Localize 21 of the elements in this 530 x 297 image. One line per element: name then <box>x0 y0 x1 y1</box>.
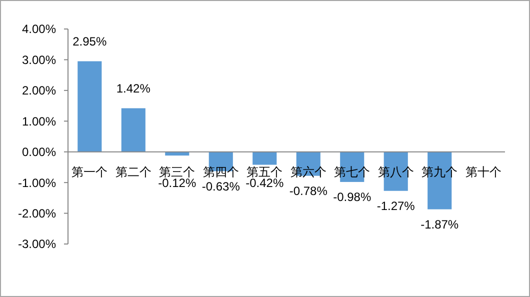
data-label: -0.63% <box>202 179 240 194</box>
y-tick-label: 2.00% <box>22 84 56 98</box>
data-label: 2.95% <box>72 34 107 48</box>
bar <box>121 108 146 152</box>
y-tick-label: -3.00% <box>18 237 56 252</box>
y-tick-label: 3.00% <box>22 52 56 67</box>
data-label: -0.98% <box>333 190 372 204</box>
data-label: -1.27% <box>376 199 416 214</box>
x-tick-label: 第二个 <box>115 165 152 180</box>
y-tick-label: 4.00% <box>22 22 56 36</box>
x-tick-label: 第十个 <box>465 165 502 180</box>
data-label: -1.87% <box>420 217 459 232</box>
bar <box>252 152 277 165</box>
y-tick-label: -1.00% <box>18 176 56 190</box>
bar <box>78 61 102 152</box>
y-tick-label: -2.00% <box>18 206 56 220</box>
y-tick-label: 0.00% <box>22 145 56 160</box>
y-tick-label: 1.00% <box>22 114 56 128</box>
data-label: 1.42% <box>116 81 151 96</box>
x-tick-label: 第一个 <box>72 165 108 180</box>
data-label: -0.78% <box>289 184 328 198</box>
